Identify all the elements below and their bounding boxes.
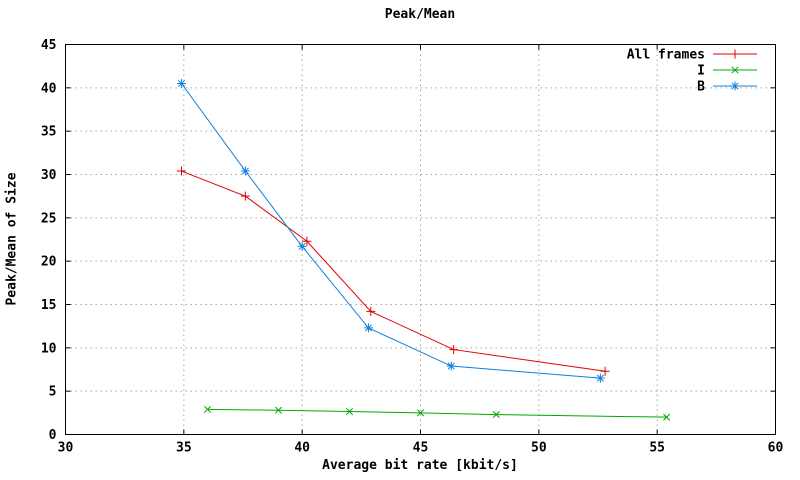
legend-label-b: B (697, 80, 705, 95)
x-tick-label: 40 (294, 441, 310, 456)
x-tick-label: 50 (531, 441, 547, 456)
legend-sample-marker (731, 66, 739, 74)
y-tick-label: 30 (41, 168, 57, 183)
x-tick-label: 35 (176, 441, 192, 456)
series-line-all-frames (181, 170, 606, 372)
legend-sample-marker (730, 81, 740, 91)
series-line-b (181, 83, 601, 379)
series-marker-b (595, 373, 605, 383)
x-tick-label: 45 (413, 441, 429, 456)
y-tick-label: 0 (49, 428, 57, 443)
series-marker-all-frames (240, 191, 250, 201)
series-marker-i (492, 411, 500, 419)
series-marker-i (274, 406, 283, 414)
y-tick-label: 45 (41, 38, 57, 53)
x-axis-label: Average bit rate [kbit/s] (322, 458, 518, 473)
series-marker-b (363, 323, 373, 333)
y-tick-label: 15 (41, 298, 57, 313)
x-tick-label: 60 (768, 441, 784, 456)
legend-sample-marker (730, 49, 740, 59)
series-marker-i (203, 405, 212, 413)
y-tick-label: 40 (41, 81, 57, 96)
legend-label-all-frames: All frames (627, 48, 705, 63)
series-marker-all-frames (600, 366, 610, 376)
y-tick-label: 35 (41, 125, 57, 140)
series-marker-b (446, 361, 456, 371)
y-tick-label: 5 (49, 385, 57, 400)
series-marker-all-frames (302, 236, 312, 246)
y-tick-label: 25 (41, 211, 57, 226)
series-marker-all-frames (176, 166, 186, 176)
series-marker-all-frames (449, 345, 459, 355)
series-marker-i (663, 413, 671, 421)
series-marker-b (176, 79, 186, 88)
series-marker-b (240, 166, 250, 176)
chart-title: Peak/Mean (384, 7, 456, 22)
series-marker-all-frames (366, 306, 376, 316)
x-tick-label: 30 (58, 441, 74, 456)
series-line-i (207, 408, 667, 418)
y-tick-label: 20 (41, 255, 57, 270)
x-tick-label: 55 (649, 441, 665, 456)
series-marker-i (416, 409, 425, 417)
series-marker-i (345, 407, 354, 416)
legend-label-i: I (697, 64, 705, 79)
y-tick-label: 10 (41, 341, 57, 356)
series-marker-b (297, 241, 307, 251)
